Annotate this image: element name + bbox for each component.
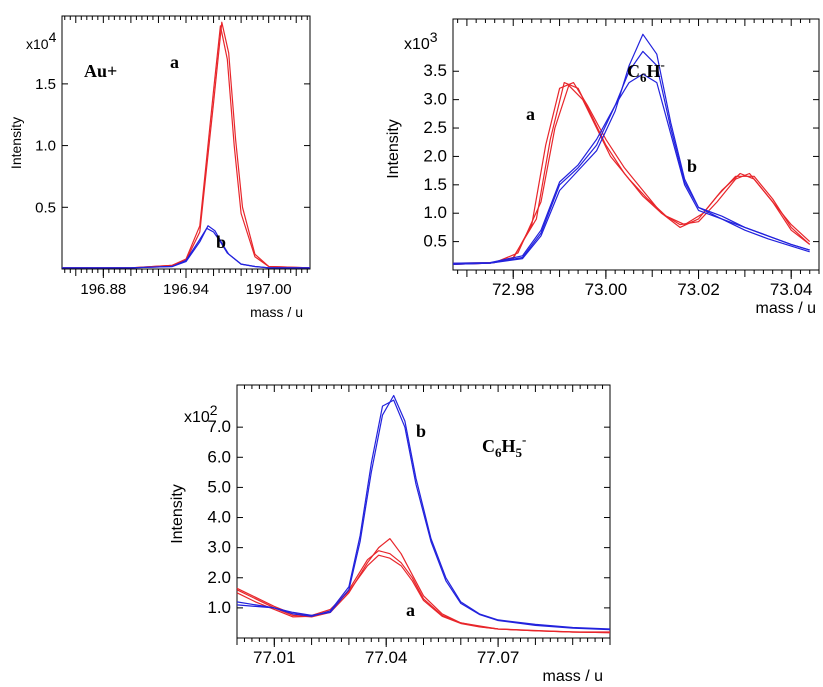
- x-tick-label: 77.07: [477, 648, 520, 667]
- x-tick-label: 73.02: [677, 280, 720, 299]
- y-tick-label: 1.0: [423, 203, 447, 222]
- trace-a-1: [236, 550, 611, 634]
- y-tick-label: 1.5: [35, 76, 56, 93]
- minor-ticks: [62, 16, 310, 278]
- trace-a-2: [236, 554, 611, 634]
- y-tick-label: 0.5: [423, 232, 447, 251]
- species-label: Au+: [84, 61, 117, 81]
- trace-a-0: [452, 82, 811, 265]
- chart-traces: [62, 21, 311, 269]
- y-multiplier: x104: [26, 29, 57, 52]
- x-axis-label: mass / u: [543, 668, 603, 685]
- y-tick-label: 3.0: [207, 538, 231, 557]
- trace-b-4: [452, 50, 810, 265]
- chart-traces: [452, 33, 811, 265]
- minor-ticks: [453, 19, 820, 279]
- trace-a-0: [236, 538, 610, 633]
- x-axis-label: mass / u: [250, 304, 303, 320]
- y-multiplier: x103: [404, 29, 438, 53]
- y-tick-label: 6.0: [207, 447, 231, 466]
- chart-panel-c6h-minus: 72.98 73.00 73.02 73.04 0.5 1.0 1.5 2.0 2.5 3.0 3.…: [385, 18, 820, 317]
- x-tick-label: 73.00: [585, 280, 628, 299]
- trace-b-5: [452, 73, 810, 264]
- tick-labels: 196.88 196.94 197.00 0.5 1.0 1.5: [35, 76, 291, 298]
- trace-a-2: [452, 84, 811, 264]
- y-tick-label: 2.0: [207, 568, 231, 587]
- y-tick-label: 1.5: [423, 175, 447, 194]
- y-tick-label: 1.0: [35, 138, 56, 155]
- y-tick-label: 2.5: [423, 118, 447, 137]
- y-tick-label: 1.0: [207, 598, 231, 617]
- y-tick-label: 2.0: [423, 146, 447, 165]
- x-tick-label: 72.98: [492, 280, 535, 299]
- plot-frame: [61, 15, 311, 270]
- trace-a-1: [62, 21, 311, 269]
- x-tick-label: 73.04: [770, 280, 813, 299]
- y-axis-label: Intensity: [385, 119, 402, 179]
- annotation-a: a: [526, 104, 535, 124]
- trace-b-4: [236, 399, 611, 631]
- chart-panel-au-plus: 196.88 196.94 197.00 0.5 1.0 1.5 x104 Intensi…: [8, 15, 311, 320]
- y-tick-label: 7.0: [207, 417, 231, 436]
- annotation-b: b: [416, 421, 426, 441]
- species-label: C6H-: [627, 57, 665, 85]
- species-label: C6H5-: [482, 432, 526, 460]
- tick-labels: 72.98 73.00 73.02 73.04 0.5 1.0 1.5 2.0 2.5 3.0 3.…: [423, 61, 812, 299]
- x-tick-label: 196.94: [163, 281, 209, 298]
- y-tick-label: 0.5: [35, 199, 56, 216]
- x-tick-label: 197.00: [246, 281, 292, 298]
- annotation-a: a: [406, 600, 415, 620]
- y-axis-label: Intensity: [8, 117, 24, 169]
- trace-b-3: [62, 225, 310, 269]
- y-multiplier: x102: [184, 402, 218, 426]
- y-axis-label: Intensity: [169, 484, 186, 544]
- chart-traces: [236, 394, 611, 634]
- trace-a-1: [452, 82, 811, 265]
- x-tick-label: 77.04: [365, 648, 408, 667]
- annotation-b: b: [687, 156, 697, 176]
- minor-ticks: [236, 385, 611, 647]
- y-tick-label: 4.0: [207, 508, 231, 527]
- y-tick-label: 3.0: [423, 90, 447, 109]
- tick-labels: 77.01 77.04 77.07 1.0 2.0 3.0 4.0 5.0 6.0 7.0: [207, 417, 519, 667]
- x-tick-label: 196.88: [80, 281, 126, 298]
- chart-panel-c6h5-minus: 77.01 77.04 77.07 1.0 2.0 3.0 4.0 5.0 6.0 7.0 x10…: [169, 384, 611, 685]
- x-tick-label: 77.01: [253, 648, 296, 667]
- x-axis-label: mass / u: [756, 300, 816, 317]
- y-tick-label: 3.5: [423, 61, 447, 80]
- y-tick-label: 5.0: [207, 477, 231, 496]
- annotation-a: a: [170, 52, 179, 72]
- plot-frame: [452, 18, 820, 271]
- annotation-b: b: [216, 232, 226, 252]
